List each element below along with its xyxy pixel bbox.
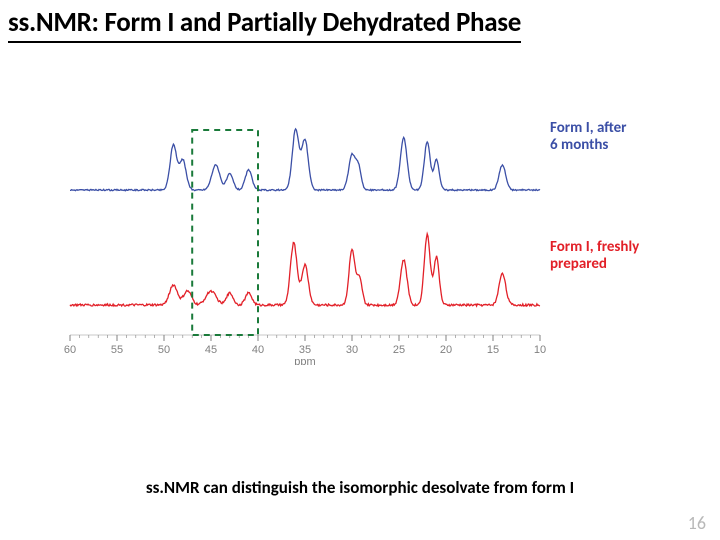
- svg-text:25: 25: [393, 344, 405, 356]
- svg-text:40: 40: [252, 344, 264, 356]
- legend1-line2: 6 months: [550, 136, 608, 154]
- svg-text:55: 55: [111, 344, 123, 356]
- svg-text:45: 45: [205, 344, 217, 356]
- legend1-line1: Form I, after: [550, 119, 627, 137]
- legend-freshly-prepared: Form I, freshly prepared: [550, 239, 639, 274]
- page-number: 16: [688, 512, 706, 534]
- legend2-line1: Form I, freshly: [550, 238, 639, 256]
- svg-text:20: 20: [440, 344, 452, 356]
- svg-text:10: 10: [534, 344, 546, 356]
- svg-text:60: 60: [64, 344, 76, 356]
- svg-text:30: 30: [346, 344, 358, 356]
- legend-after-6-months: Form I, after 6 months: [550, 120, 627, 155]
- slide-title: ss.NMR: Form I and Partially Dehydrated …: [8, 6, 521, 43]
- svg-text:ppm: ppm: [294, 356, 315, 365]
- svg-text:15: 15: [487, 344, 499, 356]
- legend2-line2: prepared: [550, 255, 607, 273]
- svg-text:50: 50: [158, 344, 170, 356]
- slide-caption: ss.NMR can distinguish the isomorphic de…: [0, 477, 720, 498]
- svg-text:35: 35: [299, 344, 311, 356]
